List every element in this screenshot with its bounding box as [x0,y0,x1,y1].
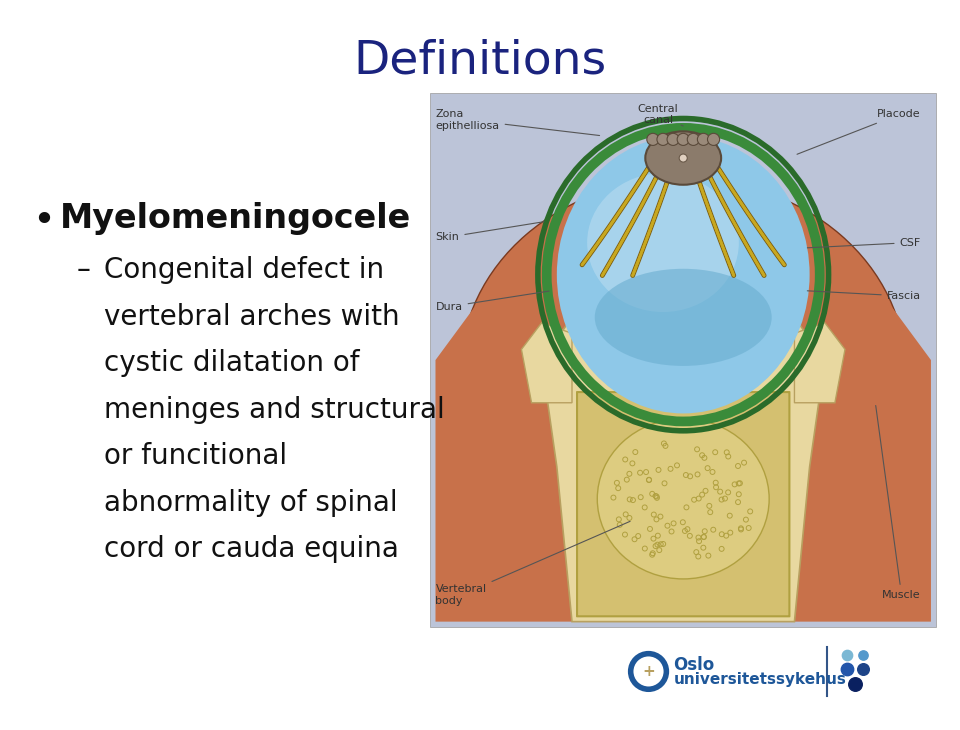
Circle shape [677,134,689,145]
Ellipse shape [461,179,905,563]
Point [855,664,871,675]
Text: universitetssykehus: universitetssykehus [673,672,846,687]
Text: meninges and structural: meninges and structural [105,396,445,423]
Point [839,664,854,675]
Ellipse shape [595,269,772,366]
FancyBboxPatch shape [577,392,789,616]
Point [839,649,854,661]
Circle shape [697,134,709,145]
Text: Fascia: Fascia [807,291,921,301]
Circle shape [708,134,720,145]
Text: Congenital defect in: Congenital defect in [105,256,384,284]
Circle shape [667,134,679,145]
Text: Definitions: Definitions [353,39,607,84]
Point [855,649,871,661]
Text: cord or cauda equina: cord or cauda equina [105,535,399,563]
Text: Placode: Placode [797,110,921,154]
Text: CSF: CSF [807,237,921,247]
Text: Central
canal: Central canal [637,104,684,126]
Polygon shape [774,253,931,622]
Polygon shape [541,307,825,622]
Text: Dura: Dura [436,291,549,312]
Ellipse shape [557,136,809,413]
Text: abnormality of spinal: abnormality of spinal [105,488,397,517]
Text: •: • [32,202,55,240]
Text: Zona
epithelliosa: Zona epithelliosa [436,109,600,136]
Ellipse shape [588,173,739,312]
Circle shape [687,134,700,145]
Polygon shape [436,253,592,622]
Polygon shape [521,323,572,403]
Text: Myelomeningocele: Myelomeningocele [60,202,411,235]
Circle shape [679,154,687,162]
Text: Vertebral
body: Vertebral body [436,521,630,606]
Text: –: – [77,256,90,284]
Circle shape [647,134,659,145]
FancyBboxPatch shape [430,93,936,627]
Circle shape [657,134,669,145]
Text: cystic dilatation of: cystic dilatation of [105,349,360,377]
Point [847,678,862,690]
Text: Muscle: Muscle [876,406,921,600]
Text: or funcitional: or funcitional [105,442,287,470]
Ellipse shape [645,131,721,185]
Text: Skin: Skin [436,222,544,242]
Text: Oslo: Oslo [673,656,714,674]
Text: vertebral arches with: vertebral arches with [105,303,400,331]
Text: +: + [642,664,655,679]
Ellipse shape [597,419,769,579]
Polygon shape [795,323,845,403]
